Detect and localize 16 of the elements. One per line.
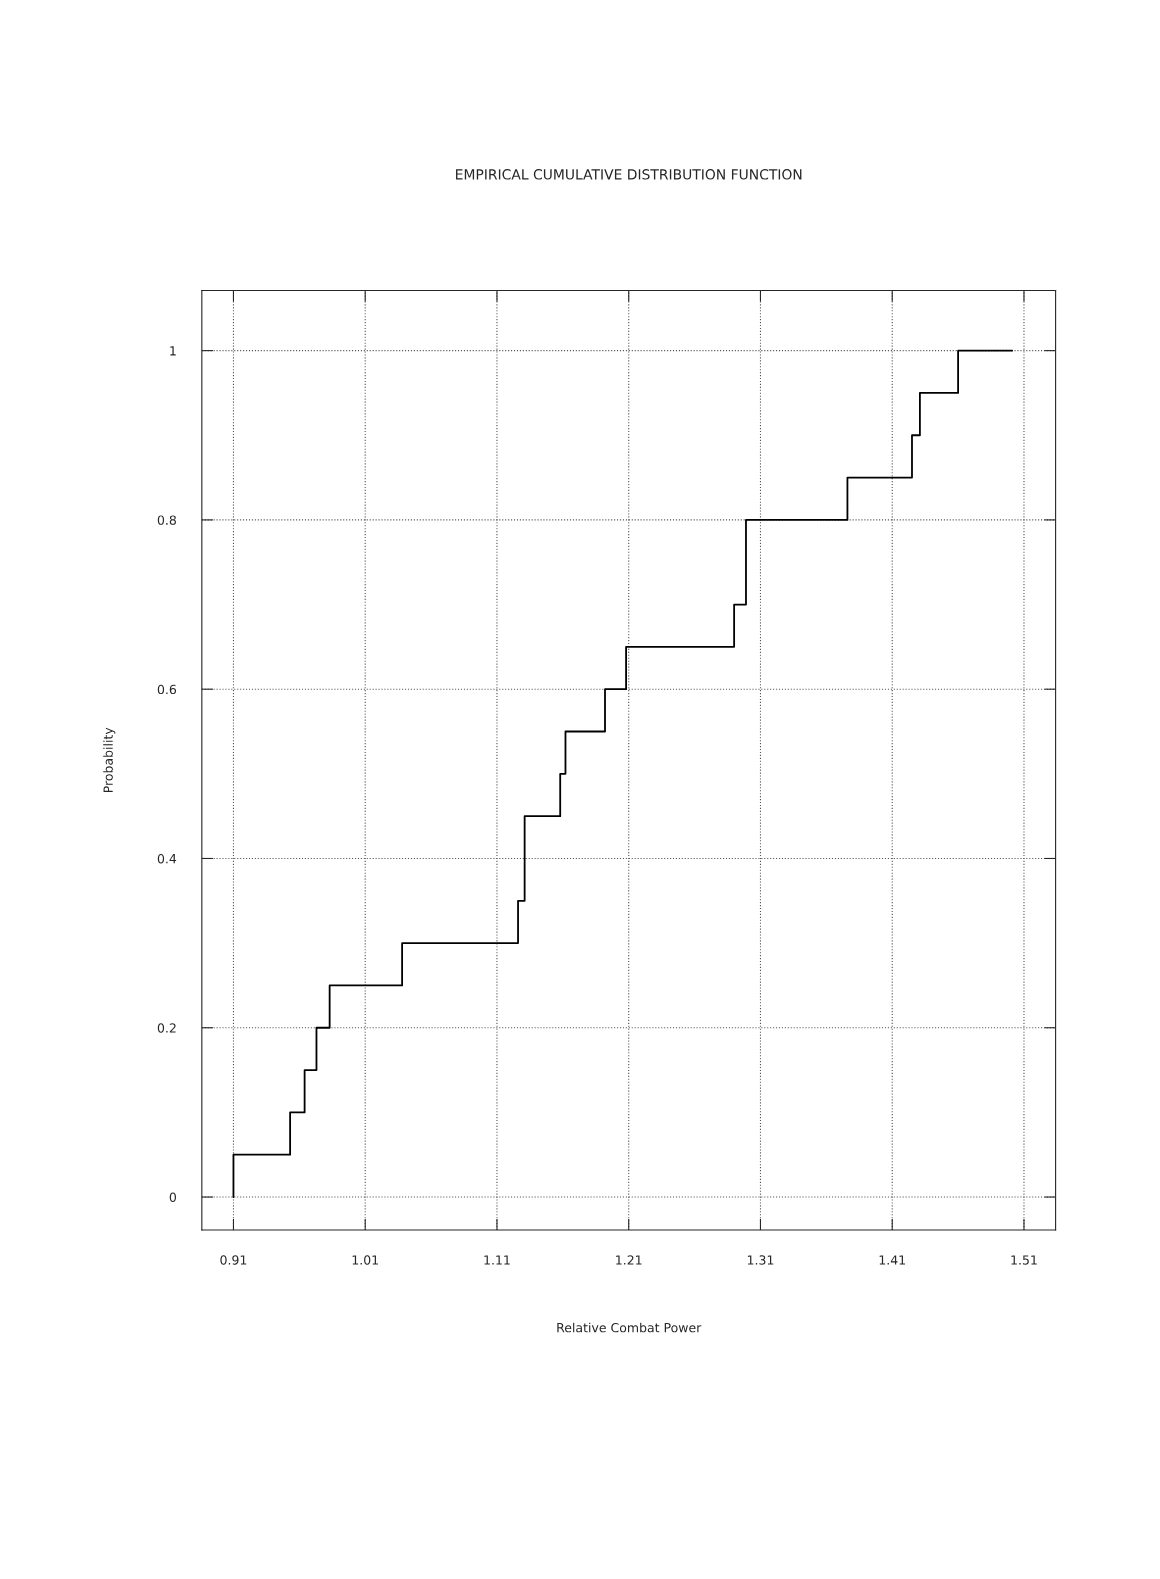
x-tick-label: 1.01 — [352, 1255, 378, 1265]
chart-title: EMPIRICAL CUMULATIVE DISTRIBUTION FUNCTION — [456, 169, 802, 180]
y-tick-label: 0.8 — [157, 515, 176, 525]
y-tick-label: 0.4 — [157, 853, 177, 864]
y-tick-label: 0.6 — [157, 684, 177, 695]
x-tick-label: 1.41 — [879, 1255, 905, 1265]
x-axis-title: Relative Combat Power — [557, 1322, 702, 1333]
x-tick-label: 0.91 — [220, 1255, 247, 1265]
y-tick-label: 1 — [170, 346, 176, 356]
y-tick-label: 0.2 — [157, 1023, 176, 1033]
x-tick-label: 1.51 — [1011, 1255, 1037, 1265]
y-axis-title: Probability — [103, 727, 116, 793]
x-tick-label: 1.11 — [484, 1255, 510, 1265]
x-tick-label: 1.21 — [616, 1255, 642, 1265]
x-tick-label: 1.31 — [747, 1255, 774, 1265]
y-tick-label: 0 — [169, 1192, 177, 1202]
